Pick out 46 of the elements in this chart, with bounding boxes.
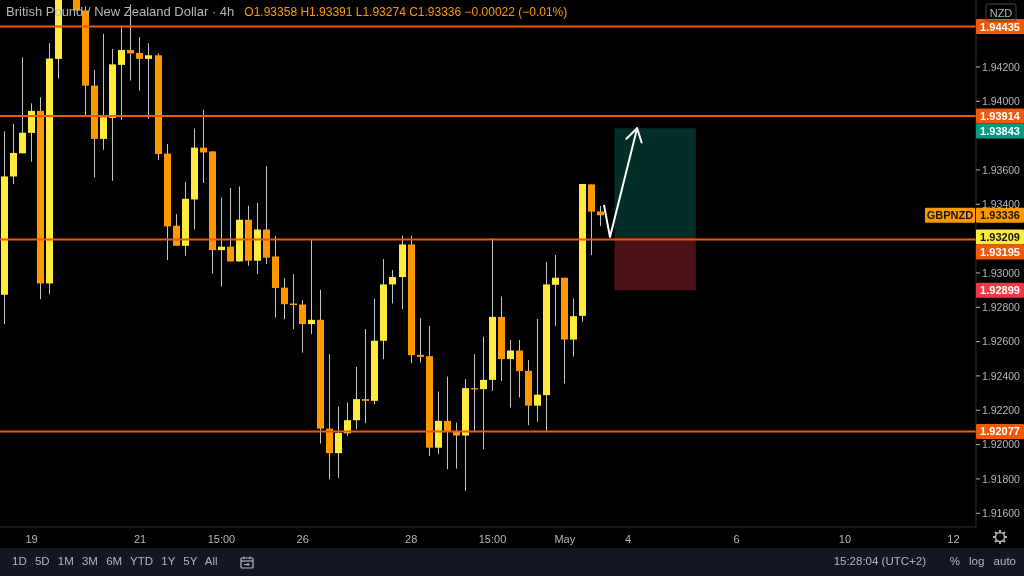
annotation: GBPNZD (926, 209, 974, 222)
y-tick-label: 1.92400 (982, 369, 1021, 382)
x-tick-label: 15:00 (478, 532, 507, 545)
y-tick-label: 1.94200 (982, 60, 1021, 73)
text: 1D 5D 1M 3M 6M YTD 1Y 5Y All (12, 555, 218, 567)
x-tick-label: 6 (733, 532, 740, 545)
text: % log auto (949, 555, 1016, 567)
x-tick-label: 4 (625, 532, 632, 545)
y-tick-label: 1.93000 (982, 266, 1021, 279)
y-tick-label: 1.91600 (982, 506, 1021, 519)
x-tick-label: 12 (947, 532, 960, 545)
x-tick-label: 28 (405, 532, 418, 545)
candlestick (136, 37, 143, 91)
x-tick-label: May (554, 532, 576, 545)
text: 1.93843 (980, 125, 1020, 138)
text: 1.93336 (980, 209, 1020, 222)
candlestick (362, 329, 369, 424)
x-tick-label: 10 (838, 532, 852, 545)
ref-line-label: 1.92077 (980, 425, 1020, 438)
x-tick-label: 21 (133, 532, 147, 545)
x-tick-label: 26 (296, 532, 309, 545)
ref-line-label: 1.94435 (980, 20, 1020, 33)
y-tick-label: 1.92000 (982, 438, 1021, 451)
x-tick-label: 15:00 (207, 532, 236, 545)
y-tick-label: 1.93600 (982, 163, 1021, 176)
y-tick-label: 1.92200 (982, 404, 1021, 416)
y-tick-label: 1.91800 (982, 472, 1021, 485)
y-tick-label: 1.93400 (982, 198, 1021, 210)
text: 1.93209 (980, 231, 1020, 244)
candlestick (480, 336, 487, 450)
y-tick-label: 1.92800 (982, 301, 1021, 313)
candlestick (290, 274, 297, 330)
y-tick-label: 1.94000 (982, 95, 1021, 108)
text: 1.92899 (980, 284, 1020, 297)
ref-line-label: 1.93195 (980, 246, 1020, 259)
chart-subtitle: O1.93358 H1.93391 L1.93274 C1.93336 −0.00022 (−0.01%) (244, 5, 568, 19)
candlestick (308, 239, 315, 335)
x-tick-label: 19 (25, 532, 38, 545)
candlestick (552, 255, 559, 326)
ref-line-label: 1.93914 (980, 110, 1021, 123)
candlestick (145, 43, 152, 119)
candlestick (417, 318, 424, 363)
text: 15:28:04 (UTC+2) (833, 555, 926, 567)
y-tick-label: 1.92600 (982, 335, 1021, 348)
text: NZD (989, 6, 1013, 19)
candlestick (534, 319, 541, 422)
